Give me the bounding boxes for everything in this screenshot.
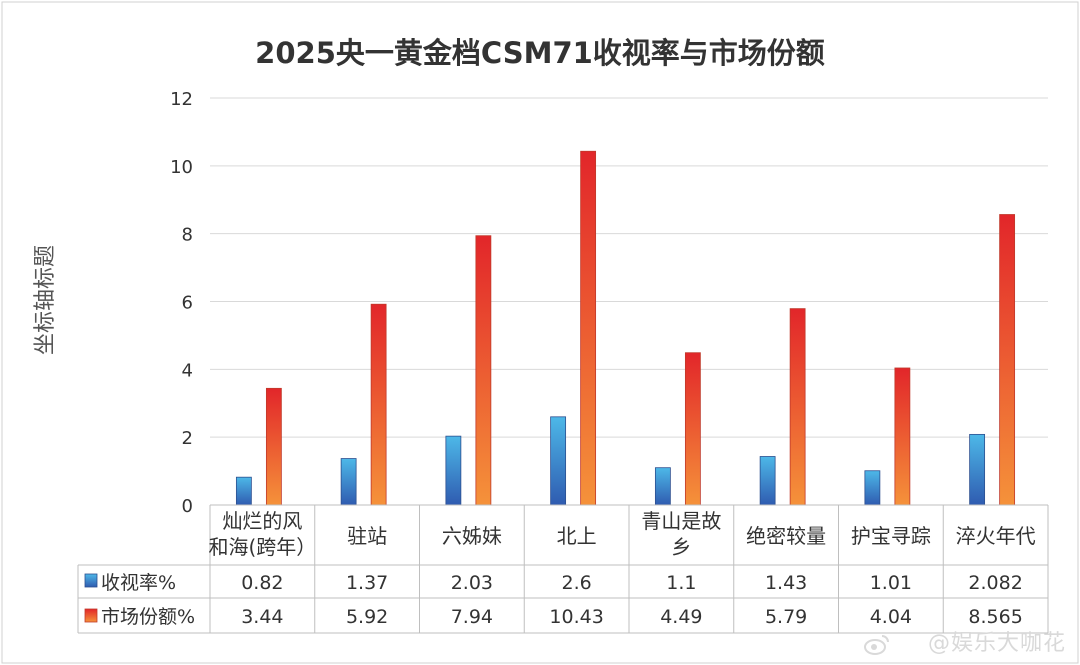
x-category-label: 护宝寻踪 xyxy=(851,524,931,548)
data-table-value: 1.1 xyxy=(666,572,696,594)
x-category-label: 北上 xyxy=(557,524,597,548)
bar-share xyxy=(580,150,597,506)
bar-rating xyxy=(759,456,776,506)
x-category-label: 灿烂的风 xyxy=(222,509,302,533)
bar-rating xyxy=(340,458,357,506)
data-table-value: 1.37 xyxy=(346,572,388,594)
data-table-value: 5.79 xyxy=(765,606,807,628)
y-tick-label: 2 xyxy=(182,428,193,449)
data-table-value: 1.01 xyxy=(870,572,912,594)
y-tick-label: 4 xyxy=(182,360,193,381)
bar-rating xyxy=(445,435,462,506)
bar-rating xyxy=(235,476,252,506)
legend-key-rating xyxy=(84,573,98,588)
data-table-value: 10.43 xyxy=(549,606,603,628)
bar-share xyxy=(370,303,387,506)
y-tick-label: 6 xyxy=(182,293,193,314)
x-category-label: 绝密较量 xyxy=(746,524,826,548)
x-category-label: 淬火年代 xyxy=(956,524,1036,548)
bar-share xyxy=(684,352,701,506)
y-tick-label: 12 xyxy=(170,89,193,110)
data-table-value: 4.49 xyxy=(660,606,702,628)
bar-share xyxy=(789,308,806,506)
data-table-value: 2.6 xyxy=(562,572,592,594)
bar-share xyxy=(265,387,282,506)
bar-rating xyxy=(550,416,567,506)
y-axis-title: 坐标轴标题 xyxy=(33,245,58,355)
bar-share xyxy=(999,214,1016,506)
x-category-label: 乡 xyxy=(671,535,691,559)
watermark-text: @娱乐大咖花 xyxy=(927,631,1066,656)
data-table-value: 1.43 xyxy=(765,572,807,594)
y-tick-label: 10 xyxy=(170,157,193,178)
data-table-value: 4.04 xyxy=(870,606,912,628)
x-category-label: 驻站 xyxy=(347,524,387,548)
weibo-logo-icon xyxy=(864,635,889,655)
data-table-value: 3.44 xyxy=(241,606,283,628)
chart-title: 2025央一黄金档CSM71收视率与市场份额 xyxy=(255,36,825,70)
data-table-value: 8.565 xyxy=(968,606,1022,628)
legend-label: 收视率% xyxy=(101,572,176,594)
y-tick-label: 0 xyxy=(182,496,193,517)
data-table-value: 5.92 xyxy=(346,606,388,628)
x-category-label: 和海(跨年） xyxy=(208,535,316,559)
x-category-label: 青山是故 xyxy=(641,509,721,533)
bar-rating xyxy=(864,470,881,506)
data-table-value: 7.94 xyxy=(451,606,493,628)
data-table-value: 2.082 xyxy=(968,572,1022,594)
bar-rating xyxy=(969,433,986,506)
data-table-value: 0.82 xyxy=(241,572,283,594)
bar-share xyxy=(475,235,492,506)
y-tick-label: 8 xyxy=(182,225,193,246)
x-category-label: 六姊妹 xyxy=(442,524,502,548)
legend-key-share xyxy=(84,608,98,623)
bar-rating xyxy=(654,467,671,506)
data-table-value: 2.03 xyxy=(451,572,493,594)
bar-share xyxy=(894,367,911,506)
legend-label: 市场份额% xyxy=(101,606,195,628)
